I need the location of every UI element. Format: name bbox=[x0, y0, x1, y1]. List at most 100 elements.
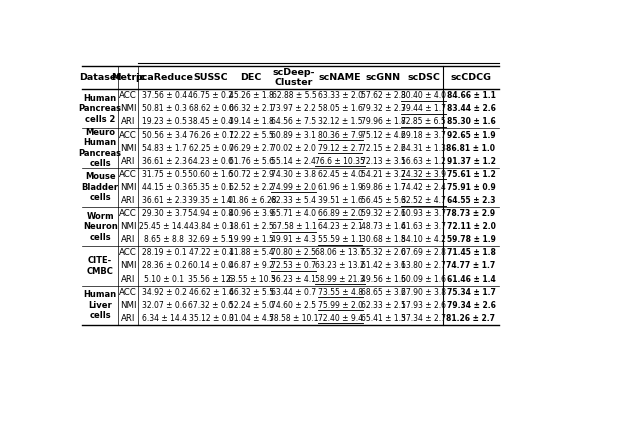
Text: 46.62 ± 1.6: 46.62 ± 1.6 bbox=[189, 287, 234, 296]
Text: 30.68 ± 1.8: 30.68 ± 1.8 bbox=[361, 235, 406, 244]
Text: 19.23 ± 0.5: 19.23 ± 0.5 bbox=[141, 118, 186, 127]
Text: 29.30 ± 3.7: 29.30 ± 3.7 bbox=[141, 209, 187, 218]
Text: pcaReduce: pcaReduce bbox=[135, 73, 193, 82]
Text: NMI: NMI bbox=[120, 104, 136, 113]
Text: 65.35 ± 0.1: 65.35 ± 0.1 bbox=[188, 183, 234, 192]
Text: 72.53 ± 0.7: 72.53 ± 0.7 bbox=[271, 261, 316, 270]
Text: 55.14 ± 2.4: 55.14 ± 2.4 bbox=[271, 157, 316, 166]
Text: scCDCG: scCDCG bbox=[451, 73, 492, 82]
Text: 37.56 ± 0.4: 37.56 ± 0.4 bbox=[141, 91, 187, 100]
Text: 62.52 ± 4.7: 62.52 ± 4.7 bbox=[401, 196, 446, 205]
Text: 65.32 ± 2.0: 65.32 ± 2.0 bbox=[361, 248, 406, 257]
Text: 57.62 ± 2.3: 57.62 ± 2.3 bbox=[361, 91, 406, 100]
Text: 85.30 ± 1.6: 85.30 ± 1.6 bbox=[447, 118, 495, 127]
Text: ARI: ARI bbox=[121, 235, 135, 244]
Text: 31.75 ± 0.5: 31.75 ± 0.5 bbox=[141, 170, 187, 179]
Text: 60.93 ± 3.7: 60.93 ± 3.7 bbox=[401, 209, 446, 218]
Text: 50.72 ± 2.9: 50.72 ± 2.9 bbox=[229, 170, 274, 179]
Text: Metric: Metric bbox=[111, 73, 145, 82]
Text: 69.86 ± 1.7: 69.86 ± 1.7 bbox=[361, 183, 406, 192]
Text: 73.55 ± 4.8: 73.55 ± 4.8 bbox=[317, 287, 362, 296]
Text: 72.15 ± 2.2: 72.15 ± 2.2 bbox=[361, 144, 406, 153]
Text: ARI: ARI bbox=[121, 157, 135, 166]
Text: 56.63 ± 1.2: 56.63 ± 1.2 bbox=[401, 157, 446, 166]
Text: 58.05 ± 1.6: 58.05 ± 1.6 bbox=[317, 104, 362, 113]
Text: 86.81 ± 1.0: 86.81 ± 1.0 bbox=[447, 144, 495, 153]
Text: 23.55 ± 10.3: 23.55 ± 10.3 bbox=[227, 275, 276, 284]
Text: ACC: ACC bbox=[119, 91, 137, 100]
Text: 41.88 ± 5.4: 41.88 ± 5.4 bbox=[229, 248, 274, 257]
Text: 61.96 ± 1.9: 61.96 ± 1.9 bbox=[317, 183, 362, 192]
Text: NMI: NMI bbox=[120, 144, 136, 153]
Text: 47.22 ± 0.1: 47.22 ± 0.1 bbox=[189, 248, 234, 257]
Text: 64.31 ± 1.3: 64.31 ± 1.3 bbox=[401, 144, 446, 153]
Text: 49.56 ± 1.6: 49.56 ± 1.6 bbox=[361, 275, 406, 284]
Text: 46.87 ± 9.2: 46.87 ± 9.2 bbox=[229, 261, 274, 270]
Text: 50.81 ± 0.3: 50.81 ± 0.3 bbox=[141, 104, 186, 113]
Text: 80.40 ± 4.0: 80.40 ± 4.0 bbox=[401, 91, 446, 100]
Text: scDSC: scDSC bbox=[407, 73, 440, 82]
Text: 60.89 ± 3.1: 60.89 ± 3.1 bbox=[271, 130, 316, 139]
Text: 62.33 ± 2.1: 62.33 ± 2.1 bbox=[361, 301, 406, 310]
Text: 79.96 ± 1.7: 79.96 ± 1.7 bbox=[361, 118, 406, 127]
Text: 36.61 ± 2.3: 36.61 ± 2.3 bbox=[141, 196, 186, 205]
Text: 41.86 ± 6.28: 41.86 ± 6.28 bbox=[227, 196, 276, 205]
Text: 66.89 ± 2.0: 66.89 ± 2.0 bbox=[317, 209, 362, 218]
Text: 75.34 ± 1.7: 75.34 ± 1.7 bbox=[447, 287, 495, 296]
Text: 54.94 ± 0.8: 54.94 ± 0.8 bbox=[188, 209, 234, 218]
Text: 63.44 ± 0.7: 63.44 ± 0.7 bbox=[271, 287, 316, 296]
Text: 8.65 ± 8.8: 8.65 ± 8.8 bbox=[144, 235, 184, 244]
Text: 74.42 ± 2.4: 74.42 ± 2.4 bbox=[401, 183, 446, 192]
Text: 5.10 ± 0.1: 5.10 ± 0.1 bbox=[144, 275, 184, 284]
Text: 74.32 ± 3.9: 74.32 ± 3.9 bbox=[401, 170, 446, 179]
Text: 70.80 ± 2.5: 70.80 ± 2.5 bbox=[271, 248, 316, 257]
Text: 62.88 ± 5.5: 62.88 ± 5.5 bbox=[271, 91, 316, 100]
Text: 57.93 ± 2.6: 57.93 ± 2.6 bbox=[401, 301, 446, 310]
Text: 40.96 ± 3.9: 40.96 ± 3.9 bbox=[228, 209, 274, 218]
Text: 80.36 ± 7.9: 80.36 ± 7.9 bbox=[317, 130, 362, 139]
Text: 75.99 ± 2.0: 75.99 ± 2.0 bbox=[317, 301, 362, 310]
Text: 32.07 ± 0.6: 32.07 ± 0.6 bbox=[141, 301, 187, 310]
Text: NMI: NMI bbox=[120, 183, 136, 192]
Text: scDeep-
Cluster: scDeep- Cluster bbox=[273, 68, 315, 88]
Text: 59.78 ± 1.9: 59.78 ± 1.9 bbox=[447, 235, 495, 244]
Text: 43.84 ± 0.1: 43.84 ± 0.1 bbox=[189, 222, 234, 231]
Text: 66.32 ± 2.1: 66.32 ± 2.1 bbox=[229, 104, 274, 113]
Text: 35.12 ± 0.0: 35.12 ± 0.0 bbox=[189, 314, 234, 323]
Text: 72.13 ± 3.1: 72.13 ± 3.1 bbox=[361, 157, 406, 166]
Text: 39.14 ± 1.8: 39.14 ± 1.8 bbox=[229, 118, 274, 127]
Text: 72.22 ± 5.5: 72.22 ± 5.5 bbox=[229, 130, 274, 139]
Text: 68.65 ± 3.2: 68.65 ± 3.2 bbox=[361, 287, 406, 296]
Text: NMI: NMI bbox=[120, 261, 136, 270]
Text: 50.60 ± 1.6: 50.60 ± 1.6 bbox=[188, 170, 234, 179]
Text: 28.36 ± 0.2: 28.36 ± 0.2 bbox=[141, 261, 186, 270]
Text: 60.14 ± 0.0: 60.14 ± 0.0 bbox=[188, 261, 234, 270]
Text: 79.32 ± 2.3: 79.32 ± 2.3 bbox=[361, 104, 406, 113]
Text: 48.73 ± 1.4: 48.73 ± 1.4 bbox=[361, 222, 406, 231]
Text: 46.32 ± 5.5: 46.32 ± 5.5 bbox=[228, 287, 274, 296]
Text: 64.56 ± 7.5: 64.56 ± 7.5 bbox=[271, 118, 316, 127]
Text: 68.62 ± 0.0: 68.62 ± 0.0 bbox=[189, 104, 234, 113]
Text: 75.61 ± 1.2: 75.61 ± 1.2 bbox=[447, 170, 495, 179]
Text: 72.11 ± 2.0: 72.11 ± 2.0 bbox=[447, 222, 495, 231]
Text: 35.56 ± 1.6: 35.56 ± 1.6 bbox=[188, 275, 234, 284]
Text: ACC: ACC bbox=[119, 209, 137, 218]
Text: 67.90 ± 3.8: 67.90 ± 3.8 bbox=[401, 287, 446, 296]
Text: SUSSC: SUSSC bbox=[194, 73, 228, 82]
Text: ACC: ACC bbox=[119, 170, 137, 179]
Text: 46.75 ± 0.2: 46.75 ± 0.2 bbox=[188, 91, 234, 100]
Text: 49.91 ± 4.3: 49.91 ± 4.3 bbox=[271, 235, 316, 244]
Text: 64.23 ± 0.0: 64.23 ± 0.0 bbox=[188, 157, 234, 166]
Text: 67.69 ± 2.8: 67.69 ± 2.8 bbox=[401, 248, 446, 257]
Text: Meuro
Human
Pancreas
cells: Meuro Human Pancreas cells bbox=[79, 128, 122, 168]
Text: 63.80 ± 2.7: 63.80 ± 2.7 bbox=[401, 261, 446, 270]
Text: 39.35 ± 1.0: 39.35 ± 1.0 bbox=[188, 196, 234, 205]
Text: 64.55 ± 2.3: 64.55 ± 2.3 bbox=[447, 196, 495, 205]
Text: ACC: ACC bbox=[119, 130, 137, 139]
Text: ACC: ACC bbox=[119, 287, 137, 296]
Text: 81.26 ± 2.7: 81.26 ± 2.7 bbox=[447, 314, 495, 323]
Text: Mouse
Bladder
cells: Mouse Bladder cells bbox=[82, 172, 118, 202]
Text: 68.06 ± 13.7: 68.06 ± 13.7 bbox=[315, 248, 365, 257]
Text: Worm
Neuron
cells: Worm Neuron cells bbox=[83, 212, 118, 242]
Text: 72.40 ± 9.4: 72.40 ± 9.4 bbox=[317, 314, 362, 323]
